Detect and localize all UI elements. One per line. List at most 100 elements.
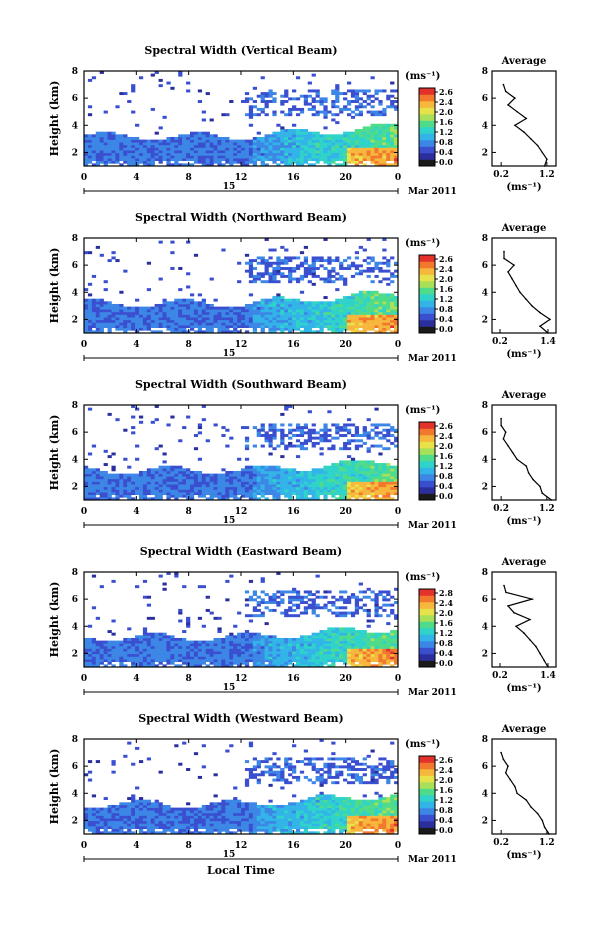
heatmap-cell: [272, 598, 277, 602]
heatmap-cell: [146, 486, 152, 490]
heatmap-cell: [150, 147, 155, 151]
heatmap-cell: [339, 306, 344, 310]
heatmap-cell: [225, 444, 230, 448]
heatmap-cell: [339, 640, 344, 644]
heatmap-cell: [346, 648, 352, 652]
heatmap-cell: [201, 319, 206, 323]
heatmap-cell: [390, 155, 395, 159]
heatmap-cell: [244, 152, 250, 156]
heatmap-cell: [225, 664, 230, 668]
heatmap-cell: [295, 664, 301, 668]
heatmap-cell: [233, 309, 238, 313]
heatmap-cell: [248, 478, 254, 482]
heatmap-cell: [292, 640, 297, 644]
heatmap-cell: [87, 473, 93, 477]
heatmap-cell: [91, 653, 97, 657]
heatmap-cell: [390, 441, 395, 445]
heatmap-cell: [370, 436, 375, 440]
colorbar-tick-label: 2.6: [439, 421, 453, 431]
heatmap-cell: [327, 142, 332, 146]
heatmap-cell: [186, 489, 191, 493]
heatmap-cell: [303, 272, 309, 276]
heatmap-cell: [319, 319, 324, 323]
heatmap-cell: [343, 282, 348, 286]
heatmap-cell: [292, 319, 297, 323]
heatmap-cell: [288, 489, 293, 493]
heatmap-cell: [229, 100, 234, 103]
heatmap-cell: [378, 311, 383, 315]
heatmap-cell: [229, 150, 234, 154]
heatmap-cell: [201, 484, 206, 488]
heatmap-cell: [205, 664, 210, 668]
heatmap-cell: [335, 301, 340, 305]
heatmap-cell: [292, 651, 297, 655]
heatmap-cell: [284, 590, 289, 594]
heatmap-cell: [209, 134, 214, 138]
heatmap-cell: [178, 640, 183, 644]
heatmap-cell: [343, 648, 348, 652]
heatmap-cell: [339, 465, 344, 469]
heatmap-cell: [166, 635, 171, 639]
heatmap-cell: [295, 131, 301, 135]
heatmap-cell: [131, 431, 136, 435]
heatmap-cell: [221, 136, 226, 140]
heatmap-cell: [99, 150, 104, 154]
colorbar-tick-label: 1.2: [439, 127, 453, 137]
heatmap-cell: [323, 158, 328, 162]
y-tick-label: 8: [72, 401, 78, 411]
heatmap-cell: [339, 632, 344, 636]
heatmap-cell: [178, 303, 183, 307]
heatmap-cell: [205, 484, 210, 488]
heatmap-cell: [142, 470, 148, 474]
heatmap-cell: [244, 322, 250, 326]
heatmap-cell: [292, 301, 297, 305]
heatmap-cell: [186, 139, 191, 143]
heatmap-cell: [374, 611, 379, 615]
heatmap-cell: [142, 632, 148, 636]
heatmap-cell: [315, 142, 320, 146]
heatmap-cell: [343, 468, 348, 472]
heatmap-cell: [115, 303, 120, 307]
heatmap-cell: [272, 651, 277, 655]
heatmap-cell: [252, 648, 257, 652]
heatmap-cell: [280, 160, 285, 164]
heatmap-cell: [327, 152, 332, 156]
heatmap-cell: [107, 478, 112, 482]
heatmap-cell: [288, 640, 293, 644]
heatmap-cell: [197, 144, 203, 148]
heatmap-cell: [272, 152, 277, 156]
heatmap-cell: [390, 129, 395, 132]
heatmap-cell: [366, 463, 371, 466]
heatmap-cell: [182, 630, 187, 633]
heatmap-cell: [276, 661, 281, 665]
heatmap-cell: [182, 645, 187, 649]
heatmap-cell: [366, 147, 371, 151]
heatmap-cell: [241, 478, 246, 482]
heatmap-cell: [299, 303, 305, 307]
heatmap-cell: [142, 309, 148, 313]
heatmap-cell: [394, 476, 399, 480]
heatmap-cell: [386, 131, 391, 135]
heatmap-cell: [374, 651, 379, 655]
heatmap-cell: [158, 656, 163, 660]
heatmap-cell: [115, 142, 120, 146]
heatmap-cell: [233, 473, 238, 477]
heatmap-cell: [193, 314, 199, 318]
heatmap-cell: [182, 426, 187, 430]
heatmap-cell: [127, 325, 132, 329]
date-suffix: Mar 2011: [408, 187, 457, 197]
heatmap-cell: [138, 306, 144, 310]
heatmap-cell: [268, 248, 273, 252]
heatmap-cell: [154, 142, 159, 146]
heatmap-cell: [335, 635, 340, 639]
heatmap-cell: [362, 139, 367, 143]
heatmap-cell: [260, 598, 265, 602]
heatmap-cell: [319, 428, 324, 432]
heatmap-cell: [284, 311, 289, 315]
profile-y-tick-label: 4: [482, 121, 488, 131]
heatmap-cell: [138, 142, 144, 146]
heatmap-cell: [295, 309, 301, 313]
heatmap-cell: [272, 139, 277, 143]
heatmap-cell: [374, 97, 379, 101]
heatmap-cell: [276, 264, 281, 268]
